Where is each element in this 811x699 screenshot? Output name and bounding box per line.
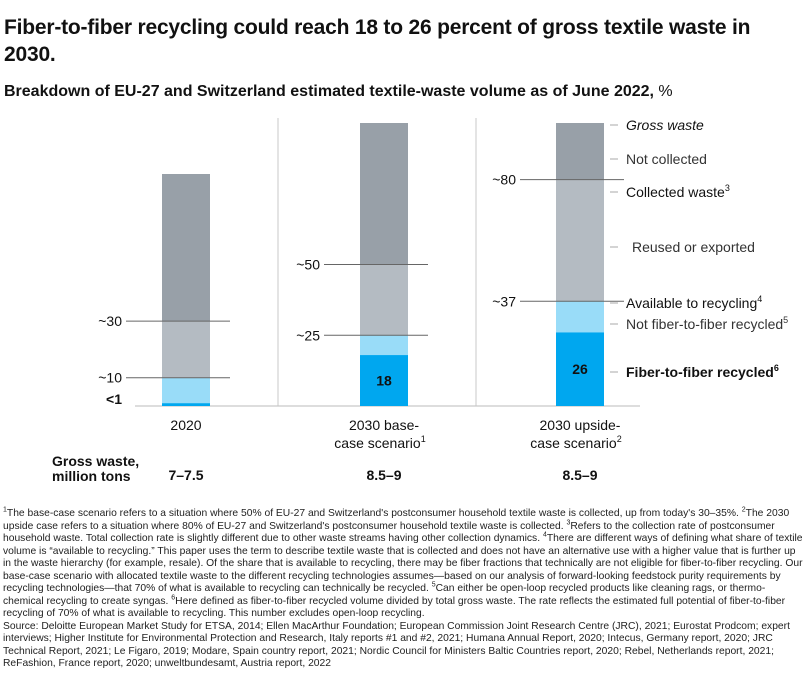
- category-footnote-marker: 2: [617, 434, 622, 444]
- marker-label: ~10: [98, 370, 122, 386]
- bar-2-not-collected: [360, 123, 408, 265]
- legend-item: Fiber-to-fiber recycled6: [626, 363, 779, 380]
- gross-waste-label: million tons: [52, 468, 131, 484]
- bar-3-reused-exported: [556, 179, 604, 302]
- chart-subtitle: Breakdown of EU-27 and Switzerland estim…: [4, 82, 804, 102]
- footnote-marker: 5: [431, 581, 436, 589]
- footnote-text: 1The base-case scenario refers to a situ…: [3, 506, 803, 621]
- category-label: 2030 upside-: [540, 417, 621, 433]
- legend-item: Gross waste: [626, 117, 704, 133]
- category-label: case scenario2: [530, 434, 621, 451]
- footnote-3: Refers to the collection rate of postcon…: [3, 520, 775, 545]
- gross-waste-value: 7–7.5: [168, 467, 203, 483]
- legend-footnote-marker: 3: [725, 183, 730, 193]
- bar-3-not-collected: [556, 123, 604, 180]
- legend-footnote-marker: 5: [783, 315, 788, 325]
- footnote-marker: 3: [566, 519, 571, 527]
- footnote-2: The 2030 upside case refers to a situati…: [3, 508, 790, 532]
- footnote-marker: 4: [542, 531, 547, 539]
- category-label: 2030 base-: [349, 417, 419, 433]
- footnote-5: Can either be open-loop recycled product…: [3, 583, 766, 607]
- bar-2-f2f: [360, 355, 408, 406]
- chart-title: Fiber-to-fiber recycling could reach 18 …: [4, 16, 751, 66]
- footnote-marker: 1: [3, 506, 7, 514]
- marker-label: ~80: [492, 172, 516, 188]
- legend-item: Reused or exported: [632, 239, 755, 255]
- bar-1-not-collected: [162, 174, 210, 322]
- bar-1-reused-exported: [162, 321, 210, 378]
- footnote-6: Here defined as fiber-to-fiber recycled …: [3, 595, 786, 620]
- bar-3-value-label: 26: [572, 361, 588, 377]
- bar-1-not-f2f: [162, 377, 210, 404]
- footnote-4: There are different ways of defining wha…: [3, 533, 803, 594]
- subtitle-text: Breakdown of EU-27 and Switzerland estim…: [4, 83, 654, 100]
- marker-label: ~30: [98, 313, 122, 329]
- marker-label: ~37: [492, 293, 516, 309]
- category-label: 2020: [170, 417, 201, 433]
- category-label: case scenario1: [334, 434, 425, 451]
- bar-2-value-label: 18: [376, 373, 392, 389]
- legend-item: Collected waste3: [626, 183, 730, 200]
- legend-footnote-marker: 6: [774, 363, 779, 373]
- gross-waste-value: 8.5–9: [562, 467, 597, 483]
- bar-3-f2f: [556, 332, 604, 406]
- footnote-marker: 2: [741, 506, 746, 514]
- subtitle-unit: %: [653, 83, 673, 100]
- bar-2-not-f2f: [360, 335, 408, 356]
- legend-item: Available to recycling4: [626, 294, 762, 311]
- marker-label: ~25: [296, 327, 320, 343]
- footnotes: 1The base-case scenario refers to a situ…: [3, 506, 803, 671]
- category-footnote-marker: 1: [421, 434, 426, 444]
- bar-2-reused-exported: [360, 264, 408, 336]
- legend-item: Not collected: [626, 151, 707, 167]
- source-text: Source: Deloitte European Market Study f…: [3, 620, 790, 670]
- bar-1-f2f: [162, 403, 210, 406]
- gross-waste-label: Gross waste,: [52, 453, 139, 469]
- footnote-marker: 6: [171, 594, 176, 602]
- gross-waste-value: 8.5–9: [366, 467, 401, 483]
- marker-label: ~50: [296, 257, 320, 273]
- stacked-bar-chart: ~30 ~10 <1 2020 7–7.5 ~50 ~25 18 2030 base-case …: [52, 117, 788, 484]
- legend-item: Not fiber-to-fiber recycled5: [626, 315, 788, 332]
- legend-footnote-marker: 4: [757, 294, 762, 304]
- marker-label: <1: [106, 391, 122, 407]
- footnote-1: The base-case scenario refers to a situa…: [6, 508, 742, 519]
- bar-3-not-f2f: [556, 301, 604, 333]
